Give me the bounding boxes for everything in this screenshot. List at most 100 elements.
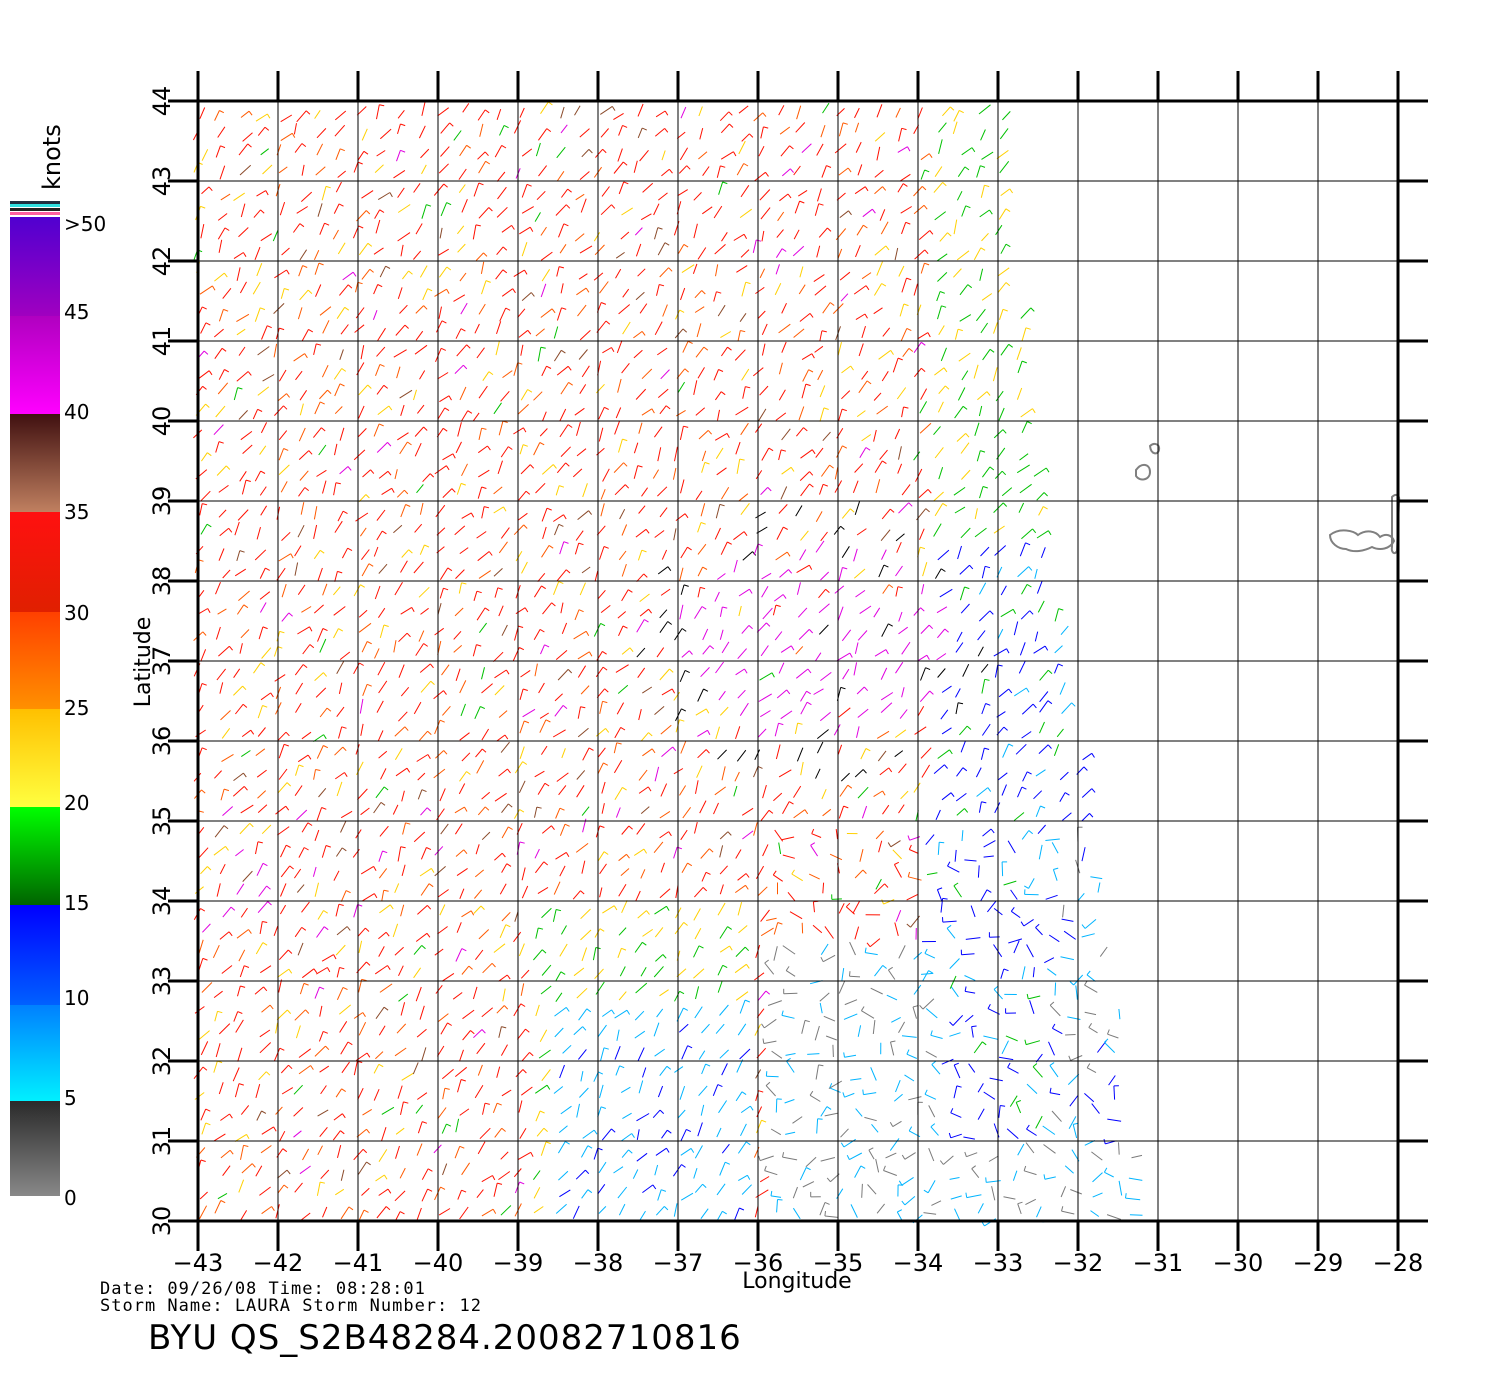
wind-barb [776,526,784,540]
wind-barb [855,313,866,321]
wind-barb-flag [463,849,468,855]
wind-barb [854,869,864,879]
wind-barb [217,213,228,221]
legend-label: 40 [64,400,89,424]
wind-barb [798,189,808,197]
wind-barb [949,1177,960,1180]
wind-barb-flag [383,384,389,389]
wind-barb-flag [1023,1165,1027,1171]
wind-barb [294,785,303,796]
wind-barb [1092,1172,1103,1183]
wind-barb-flag [927,489,932,494]
wind-barb [785,1053,796,1056]
wind-barb [241,479,247,495]
wind-barb [713,291,717,302]
wind-barb [521,1052,530,1062]
wind-barb-flag [526,183,532,187]
wind-barb [1090,876,1103,880]
wind-barb-flag [707,730,711,735]
wind-barb [779,569,789,578]
wind-barb [378,563,388,574]
wind-barb-flag [447,1022,452,1026]
legend-label: 10 [64,986,89,1010]
wind-barb [317,1109,329,1117]
wind-barb [494,145,503,158]
wind-barb [518,1100,523,1113]
wind-barb-flag [265,567,270,571]
wind-barb [739,702,749,716]
wind-barb [374,648,380,659]
wind-barb [1049,1004,1061,1017]
wind-barb [855,589,866,598]
wind-barb-flag [847,167,852,173]
wind-barb [876,405,888,415]
wind-barb [758,145,765,157]
longitude-tick-label: −38 [573,1249,624,1277]
legend-top-stripe [10,204,60,207]
wind-barb [965,990,976,994]
wind-barb [937,668,946,678]
wind-barb [1006,1128,1019,1139]
wind-barb [895,1080,901,1093]
wind-barb-flag [501,1127,506,1132]
wind-barb [1018,660,1026,674]
wind-barb [442,1088,446,1100]
wind-barb [218,369,225,380]
wind-barb-flag [323,672,327,677]
wind-barb [298,450,310,460]
wind-barb [1053,744,1060,756]
wind-barb [334,110,347,121]
wind-barb [339,1021,348,1033]
wind-barb [675,513,686,521]
wind-barb [715,504,721,519]
wind-barb [275,805,287,815]
wind-barb [520,344,524,356]
wind-barb [259,445,267,455]
wind-barb-flag [279,630,285,634]
wind-barb-flag [682,328,688,333]
wind-barb-flag [567,424,573,428]
wind-barb [334,746,344,756]
wind-barb [219,165,226,180]
wind-barb-flag [1053,867,1059,870]
wind-barb [759,268,766,279]
wind-barb-flag [443,587,449,591]
wind-barb [621,647,631,655]
wind-barb-flag [743,234,748,239]
wind-barb-flag [262,921,268,923]
wind-barb-flag [1030,307,1035,312]
wind-barb [493,486,503,495]
wind-barb [515,607,526,615]
wind-barb-flag [223,788,230,792]
wind-barb [259,602,267,613]
wind-barb [981,566,986,579]
wind-barb-flag [1009,188,1014,194]
wind-barb [336,706,345,718]
wind-barb [778,389,786,401]
wind-barb [1039,691,1049,703]
wind-barb [217,126,226,138]
wind-barb [194,1092,205,1100]
wind-barb-flag [365,494,370,499]
wind-barb [220,710,231,721]
wind-barb [453,645,463,653]
wind-barb [556,569,567,582]
wind-barb [1021,731,1032,739]
wind-barb-flag [929,690,934,695]
wind-barb-flag [298,764,304,768]
wind-barb [1032,967,1035,978]
wind-barb [660,862,665,873]
wind-barb [819,330,823,342]
wind-barb [764,962,775,975]
wind-barb [773,946,778,961]
wind-barb-flag [840,686,846,690]
wind-barb [298,265,304,277]
wind-barb-flag [790,645,795,651]
wind-barb [314,829,320,841]
wind-barb [596,525,606,536]
wind-barb [874,186,883,195]
wind-barb [240,430,253,441]
wind-barb-flag [323,734,327,740]
wind-barb-flag [944,764,948,769]
wind-barb [841,390,851,400]
